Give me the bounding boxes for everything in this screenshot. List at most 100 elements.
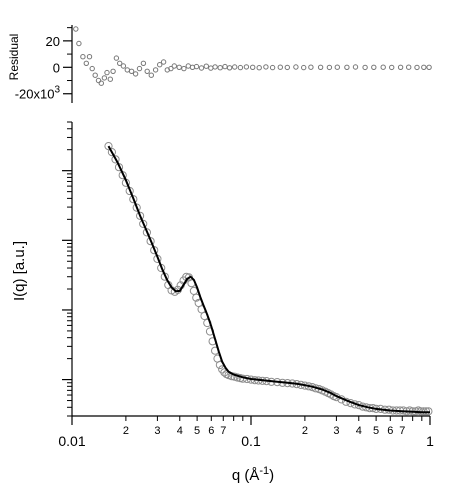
residual-point (212, 64, 218, 70)
xlabel-exponent: -1 (259, 465, 269, 477)
residual-point (203, 63, 210, 69)
residual-point (352, 64, 359, 70)
residual-point (263, 64, 269, 70)
residual-y-tick-exponent: 3 (54, 85, 60, 96)
residual-ticks: 20 0 -20x103 (15, 27, 72, 102)
residual-point (208, 65, 214, 71)
residual-point (144, 68, 150, 75)
residual-point (152, 67, 159, 73)
residual-point (168, 65, 174, 72)
data-point (132, 203, 141, 212)
x-minor-tick-label: 6 (208, 425, 214, 437)
residual-point (380, 64, 386, 70)
residual-point (250, 64, 256, 71)
residual-point (128, 68, 135, 75)
main-axes (71, 122, 430, 417)
residual-point (389, 64, 395, 71)
residual-point (80, 54, 86, 60)
residual-point (301, 64, 307, 71)
residual-point (98, 80, 105, 86)
residual-point (277, 64, 283, 70)
residual-point (89, 65, 95, 72)
residual-point (269, 64, 276, 71)
residual-point (124, 67, 131, 73)
residual-point (110, 68, 116, 75)
residual-point (104, 69, 110, 76)
residual-point (406, 64, 412, 70)
residual-point (83, 60, 90, 66)
residual-point (284, 64, 290, 71)
residual-point (256, 65, 262, 71)
residual-point (148, 72, 155, 78)
residual-point (140, 60, 147, 66)
residual-point (86, 54, 93, 60)
residual-point (421, 64, 427, 71)
data-point (139, 219, 148, 228)
residual-point (237, 64, 244, 71)
residual-point (308, 64, 314, 70)
residual-point (334, 64, 340, 70)
fit-line (107, 145, 430, 414)
residual-point (371, 64, 377, 71)
residual-point (243, 64, 250, 70)
residual-point (193, 63, 200, 70)
residual-point (120, 63, 127, 69)
x-minor-tick-label: 5 (194, 425, 200, 437)
residual-point (226, 65, 233, 71)
data-point (146, 237, 155, 246)
residual-point (293, 64, 299, 70)
residual-y-tick-label: -20x103 (15, 85, 61, 102)
main-panel: 0.012 3 4 5 6 70.12 3 4 5 6 71 I(q) [a.u.] q (Å-1) (11, 121, 434, 484)
residual-point (362, 64, 368, 71)
residual-point (160, 59, 167, 65)
residual-point (397, 64, 404, 71)
x-major-tick-label: 0.01 (58, 433, 85, 449)
residual-y-tick-label: 0 (53, 60, 60, 75)
residual-point (317, 64, 324, 71)
residual-point (181, 65, 187, 72)
x-minor-tick-label: 4 (177, 425, 183, 437)
residual-point (414, 64, 420, 71)
x-minor-tick-label: 7 (220, 425, 226, 437)
xlabel-text: q (Å (232, 467, 260, 484)
residual-point (176, 64, 182, 71)
residual-point (198, 65, 205, 71)
residual-point (73, 26, 79, 32)
residual-point (136, 65, 143, 72)
residual-point (232, 64, 238, 70)
residual-points (73, 26, 432, 86)
x-minor-tick-label: 4 (356, 425, 362, 437)
data-point (111, 155, 120, 164)
x-major-tick-label: 1 (426, 433, 434, 449)
residual-point (132, 71, 139, 77)
residual-point (217, 65, 223, 71)
x-minor-tick-label: 2 (123, 425, 129, 437)
main-xlabel: q (Å-1) (232, 465, 274, 484)
main-ylabel: I(q) [a.u.] (11, 241, 28, 301)
data-point (136, 211, 145, 220)
data-point (129, 195, 138, 204)
main-ticks: 0.012 3 4 5 6 70.12 3 4 5 6 71 (58, 121, 434, 449)
x-minor-tick-label: 3 (333, 425, 339, 437)
intensity-points (104, 142, 433, 416)
residual-ylabel: Residual (7, 34, 21, 81)
residual-point (101, 75, 108, 81)
x-minor-tick-label: 5 (373, 425, 379, 437)
x-minor-tick-label: 2 (302, 425, 308, 437)
x-minor-tick-label: 6 (387, 425, 393, 437)
data-point (104, 142, 113, 151)
data-point (107, 148, 117, 157)
residual-point (157, 61, 163, 68)
residual-point (95, 77, 102, 84)
x-minor-tick-label: 3 (154, 425, 160, 437)
residual-point (326, 64, 333, 71)
residual-point (344, 64, 350, 71)
x-major-tick-label: 0.1 (241, 433, 261, 449)
residual-point (113, 55, 120, 61)
residual-point (76, 40, 82, 47)
residual-point (92, 72, 98, 78)
data-point (142, 228, 151, 237)
residual-point (107, 76, 114, 82)
